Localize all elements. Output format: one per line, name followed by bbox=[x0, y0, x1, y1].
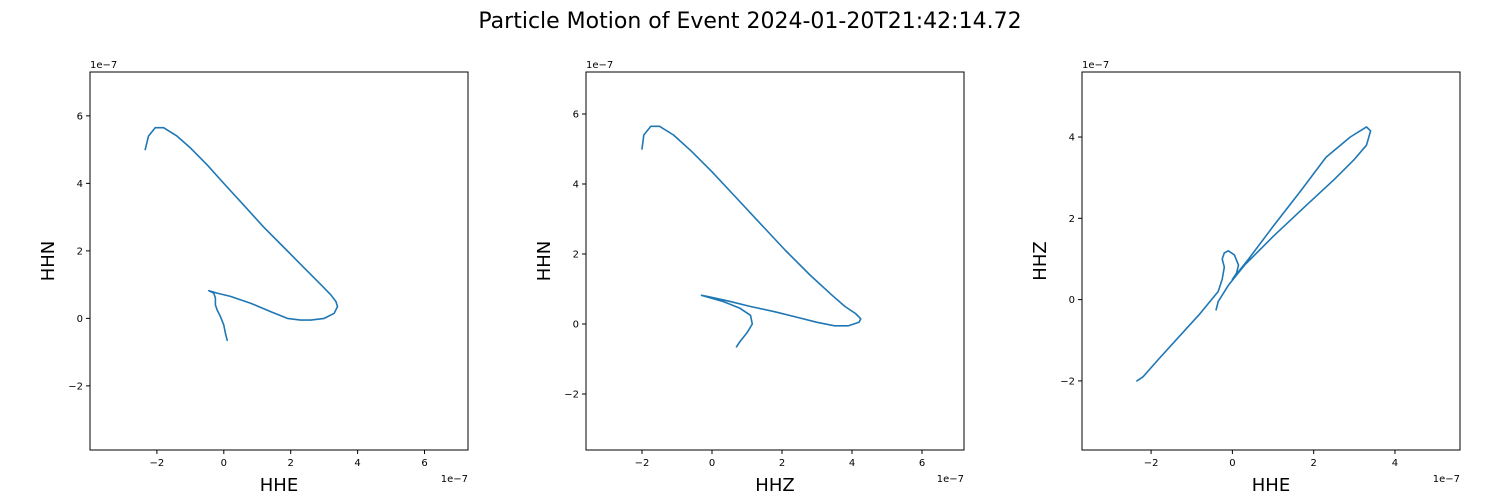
x-tick-label: 4 bbox=[1392, 458, 1398, 469]
x-offset-label: 1e−7 bbox=[441, 474, 468, 485]
series-group bbox=[144, 126, 339, 342]
y-tick-label: 0 bbox=[1069, 295, 1075, 306]
x-tick-label: −2 bbox=[635, 458, 650, 469]
x-tick-label: 4 bbox=[849, 458, 855, 469]
y-axis-label: HHZ bbox=[1030, 241, 1051, 280]
y-tick-label: 4 bbox=[573, 180, 579, 191]
panel-hhe-hhn: −2 0 2 4 6 −2 0 2 4 6 HHE HHN 1e−7 1e−7 bbox=[38, 60, 469, 496]
y-axis-label: HHN bbox=[38, 241, 59, 282]
x-ticks: −2 0 2 4 6 bbox=[150, 450, 428, 469]
axes-frame bbox=[1081, 71, 1461, 451]
x-tick-label: 4 bbox=[354, 458, 360, 469]
y-tick-label: −2 bbox=[564, 390, 579, 401]
y-tick-label: 2 bbox=[573, 250, 579, 261]
x-tick-label: 0 bbox=[1229, 458, 1235, 469]
x-tick-label: 6 bbox=[919, 458, 925, 469]
x-ticks: −2 0 2 4 bbox=[1144, 450, 1398, 469]
y-offset-label: 1e−7 bbox=[586, 60, 613, 71]
x-ticks: −2 0 2 4 6 bbox=[635, 450, 925, 469]
x-tick-label: 6 bbox=[421, 458, 427, 469]
y-tick-label: 4 bbox=[77, 179, 83, 190]
y-tick-label: 6 bbox=[77, 111, 83, 122]
x-tick-label: −2 bbox=[150, 458, 165, 469]
series-group bbox=[641, 125, 862, 348]
series-line bbox=[641, 125, 862, 348]
panel-hhe-hhz: −2 0 2 4 −2 0 2 4 HHE HHZ 1e−7 1e−7 bbox=[1030, 60, 1461, 496]
series-line bbox=[1136, 126, 1372, 382]
series-group bbox=[1136, 126, 1372, 382]
panel-hhz-hhn: −2 0 2 4 6 −2 0 2 4 6 HHZ HHN 1e−7 1e−7 bbox=[534, 60, 965, 496]
y-axis-label: HHN bbox=[534, 241, 555, 282]
y-tick-label: 2 bbox=[77, 246, 83, 257]
axes-frame bbox=[89, 71, 469, 451]
axes-frame bbox=[585, 71, 965, 451]
x-axis-label: HHE bbox=[260, 475, 298, 496]
y-offset-label: 1e−7 bbox=[90, 60, 117, 71]
y-tick-label: 6 bbox=[573, 110, 579, 121]
y-ticks: −2 0 2 4 6 bbox=[564, 110, 586, 401]
y-tick-label: −2 bbox=[68, 381, 83, 392]
x-tick-label: 2 bbox=[1310, 458, 1316, 469]
x-tick-label: −2 bbox=[1144, 458, 1159, 469]
x-tick-label: 2 bbox=[779, 458, 785, 469]
figure-title: Particle Motion of Event 2024-01-20T21:4… bbox=[478, 9, 1021, 34]
y-tick-label: 0 bbox=[573, 320, 579, 331]
x-tick-label: 0 bbox=[709, 458, 715, 469]
y-tick-label: 2 bbox=[1069, 214, 1075, 225]
y-ticks: −2 0 2 4 6 bbox=[68, 111, 90, 392]
x-tick-label: 2 bbox=[288, 458, 294, 469]
y-offset-label: 1e−7 bbox=[1082, 60, 1109, 71]
x-axis-label: HHE bbox=[1252, 475, 1290, 496]
x-axis-label: HHZ bbox=[755, 475, 794, 496]
x-offset-label: 1e−7 bbox=[937, 474, 964, 485]
y-tick-label: −2 bbox=[1060, 376, 1075, 387]
x-tick-label: 0 bbox=[221, 458, 227, 469]
x-offset-label: 1e−7 bbox=[1433, 474, 1460, 485]
y-tick-label: 0 bbox=[77, 314, 83, 325]
series-line bbox=[144, 126, 339, 342]
y-ticks: −2 0 2 4 bbox=[1060, 133, 1082, 387]
y-tick-label: 4 bbox=[1069, 133, 1075, 144]
